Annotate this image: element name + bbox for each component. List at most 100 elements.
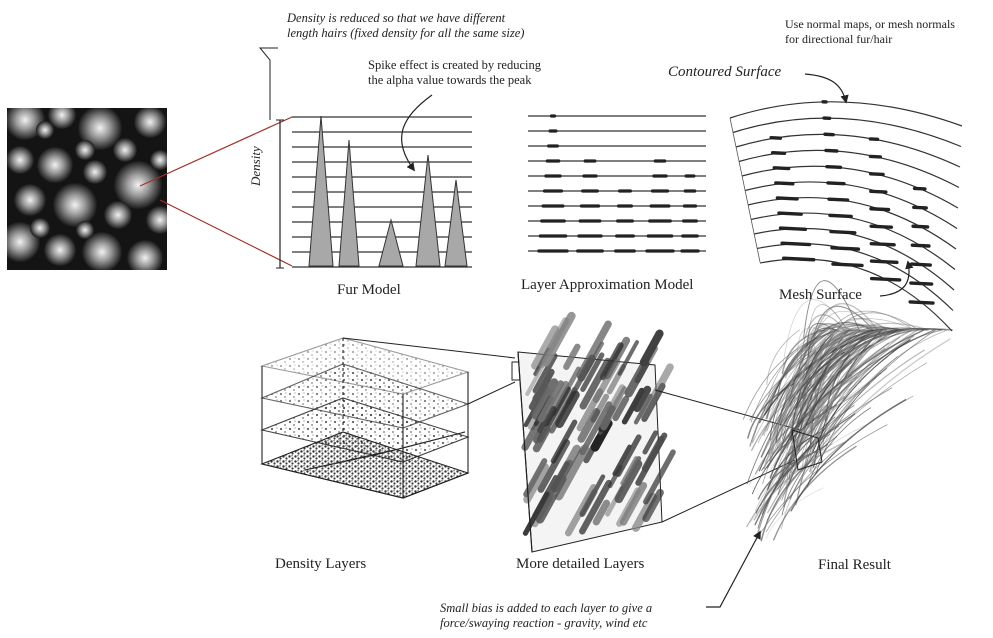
mesh-dash [775, 196, 799, 201]
hair-strand [769, 381, 862, 472]
fur-stroke [537, 439, 571, 493]
hair-strand [765, 395, 914, 533]
mesh-dash [774, 181, 795, 186]
texture-blob [37, 147, 73, 183]
fur-stroke [639, 363, 674, 419]
hair-strand [809, 336, 901, 458]
contoured-surface-arrow [804, 73, 849, 104]
fur-stroke [531, 378, 559, 420]
hair-strand [766, 329, 800, 386]
bias-note-arrow [706, 530, 761, 608]
fur-spike [338, 139, 360, 267]
fur-stroke [592, 499, 611, 526]
hair-strand [742, 329, 840, 420]
mesh-dash [825, 164, 843, 170]
normals-note: Use normal maps, or mesh normals for dir… [785, 17, 955, 46]
mesh-layer-arc [732, 117, 962, 148]
mesh-dash [869, 207, 891, 212]
final-result-panel [742, 280, 953, 542]
mesh-dash [912, 186, 927, 191]
hair-strand [807, 407, 871, 488]
mesh-dash [909, 262, 932, 267]
fur-stroke [631, 492, 657, 532]
texture-blob [7, 108, 45, 140]
texture-blob [30, 218, 50, 238]
mesh-dash [829, 229, 857, 235]
hair-strand [805, 302, 879, 375]
fur-spike [444, 179, 468, 267]
fur-stroke [612, 395, 630, 422]
fur-stroke [537, 380, 565, 423]
hair-strand [763, 329, 881, 416]
hair-strand [760, 344, 867, 458]
hair-strand [781, 329, 826, 375]
texture-blob [104, 201, 132, 229]
fur-model-label: Fur Model [337, 282, 401, 298]
fur-stroke [633, 385, 652, 413]
fur-stroke [576, 320, 612, 379]
fur-stroke [533, 406, 557, 444]
hair-strand [777, 335, 915, 480]
hair-strand [781, 354, 850, 477]
mesh-surface-arrow [879, 260, 914, 297]
texture-blob [78, 108, 122, 150]
hair-strand [803, 310, 879, 372]
mesh-surface-graph [729, 73, 963, 332]
mesh-dash [909, 281, 934, 286]
fur-stroke [550, 444, 581, 493]
hair-strand [752, 371, 802, 444]
texture-blob [113, 138, 137, 162]
fur-stroke [579, 401, 612, 456]
more-detailed-layers-label: More detailed Layers [516, 556, 645, 572]
hair-strand [766, 362, 928, 521]
mesh-dash [908, 300, 935, 305]
hair-strand [762, 329, 871, 484]
fur-spike [415, 154, 441, 267]
hair-strand [781, 435, 838, 516]
hair-strand [749, 329, 834, 447]
mesh-layer-arc [738, 149, 960, 189]
fur-stroke [580, 352, 605, 393]
hair-strand [808, 347, 886, 443]
hair-strand [786, 329, 861, 472]
mesh-dash [868, 172, 885, 177]
texture-blob [75, 140, 95, 160]
mesh-dash [831, 262, 864, 268]
hair-strand [781, 443, 833, 530]
texture-blob [83, 160, 107, 184]
mesh-layer-arc [747, 197, 957, 250]
mesh-layer-arc [741, 165, 959, 209]
texture-blob [76, 221, 94, 239]
density-layers-label: Density Layers [275, 556, 367, 572]
fur-stroke [639, 329, 664, 367]
fur-stroke [554, 444, 590, 501]
mesh-dash [828, 213, 853, 219]
fur-stroke [523, 463, 549, 504]
zoom-leader-lines [139, 116, 293, 267]
mesh-dash [778, 226, 808, 232]
fur-stroke [592, 358, 621, 403]
fur-stroke [620, 456, 639, 486]
fur-stroke [532, 353, 558, 394]
hair-strand [795, 344, 871, 506]
hair-strand [814, 385, 831, 446]
texture-blob [14, 184, 46, 216]
hair-strand [749, 421, 873, 524]
mesh-dash [824, 148, 839, 153]
spike-note-arrow [401, 94, 433, 172]
layer-approximation-label: Layer Approximation Model [521, 277, 694, 293]
fur-stroke [563, 343, 581, 370]
layer-approximation-graph [528, 114, 706, 253]
hair-strand [765, 487, 824, 540]
hair-strand [770, 338, 846, 447]
fur-stroke [579, 357, 612, 410]
mesh-dash [781, 256, 816, 262]
fur-stroke [607, 465, 623, 489]
fur-stroke [642, 449, 676, 505]
fur-stroke [538, 317, 570, 368]
hair-strand [805, 328, 953, 426]
fur-stroke [528, 368, 555, 411]
fur-stroke [616, 487, 641, 527]
mesh-dash [830, 246, 861, 251]
fur-spike [378, 218, 404, 267]
